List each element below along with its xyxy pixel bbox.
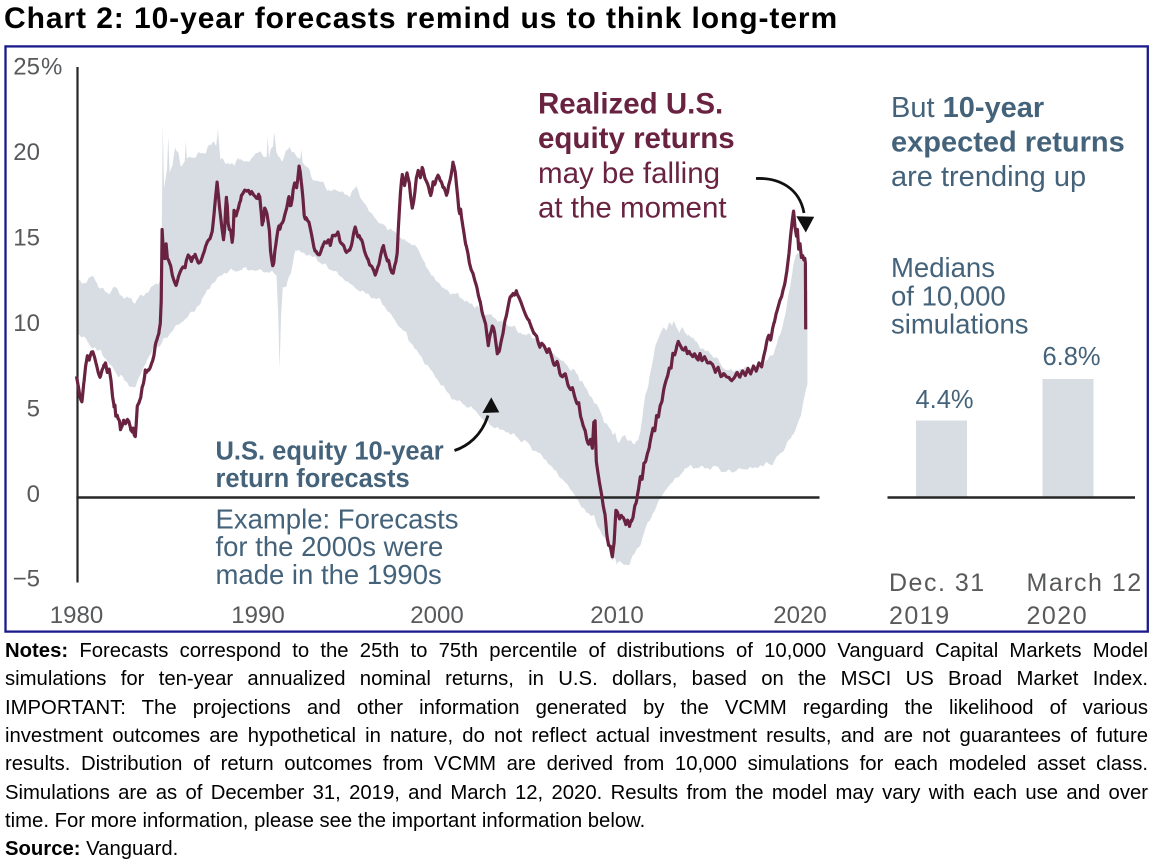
svg-text:U.S. equity 10-year: U.S. equity 10-year xyxy=(216,438,444,466)
svg-text:for the 2000s were: for the 2000s were xyxy=(216,531,444,562)
svg-text:made in the 1990s: made in the 1990s xyxy=(216,559,442,590)
svg-text:2020: 2020 xyxy=(1027,602,1089,630)
svg-text:Dec. 31: Dec. 31 xyxy=(889,569,986,597)
svg-text:4.4%: 4.4% xyxy=(915,386,973,414)
svg-text:25: 25 xyxy=(13,53,40,80)
svg-text:10: 10 xyxy=(13,310,40,337)
svg-text:at the moment: at the moment xyxy=(538,191,727,224)
svg-text:2010: 2010 xyxy=(590,602,643,629)
svg-text:−5: −5 xyxy=(13,566,40,593)
svg-text:2019: 2019 xyxy=(889,602,951,630)
svg-text:1980: 1980 xyxy=(50,602,103,629)
svg-text:15: 15 xyxy=(13,224,40,251)
svg-text:are trending up: are trending up xyxy=(891,161,1086,193)
svg-text:0: 0 xyxy=(27,481,40,508)
svg-text:Realized U.S.: Realized U.S. xyxy=(538,88,723,121)
svg-text:But 10-year: But 10-year xyxy=(891,92,1044,124)
svg-text:return forecasts: return forecasts xyxy=(216,465,410,493)
svg-text:20: 20 xyxy=(13,139,40,166)
svg-text:5: 5 xyxy=(27,395,40,422)
svg-text:%: % xyxy=(41,53,62,80)
svg-text:6.8%: 6.8% xyxy=(1042,343,1100,371)
svg-text:Example: Forecasts: Example: Forecasts xyxy=(216,503,459,534)
svg-text:may be falling: may be falling xyxy=(538,157,720,190)
svg-text:2000: 2000 xyxy=(410,602,463,629)
svg-text:of 10,000: of 10,000 xyxy=(891,280,1006,311)
svg-text:Medians: Medians xyxy=(891,252,995,283)
svg-text:March 12: March 12 xyxy=(1027,569,1143,597)
svg-text:equity returns: equity returns xyxy=(538,122,735,155)
svg-text:1990: 1990 xyxy=(231,602,284,629)
svg-text:2020: 2020 xyxy=(773,602,826,629)
svg-text:simulations: simulations xyxy=(891,309,1029,340)
svg-text:expected returns: expected returns xyxy=(891,127,1125,159)
